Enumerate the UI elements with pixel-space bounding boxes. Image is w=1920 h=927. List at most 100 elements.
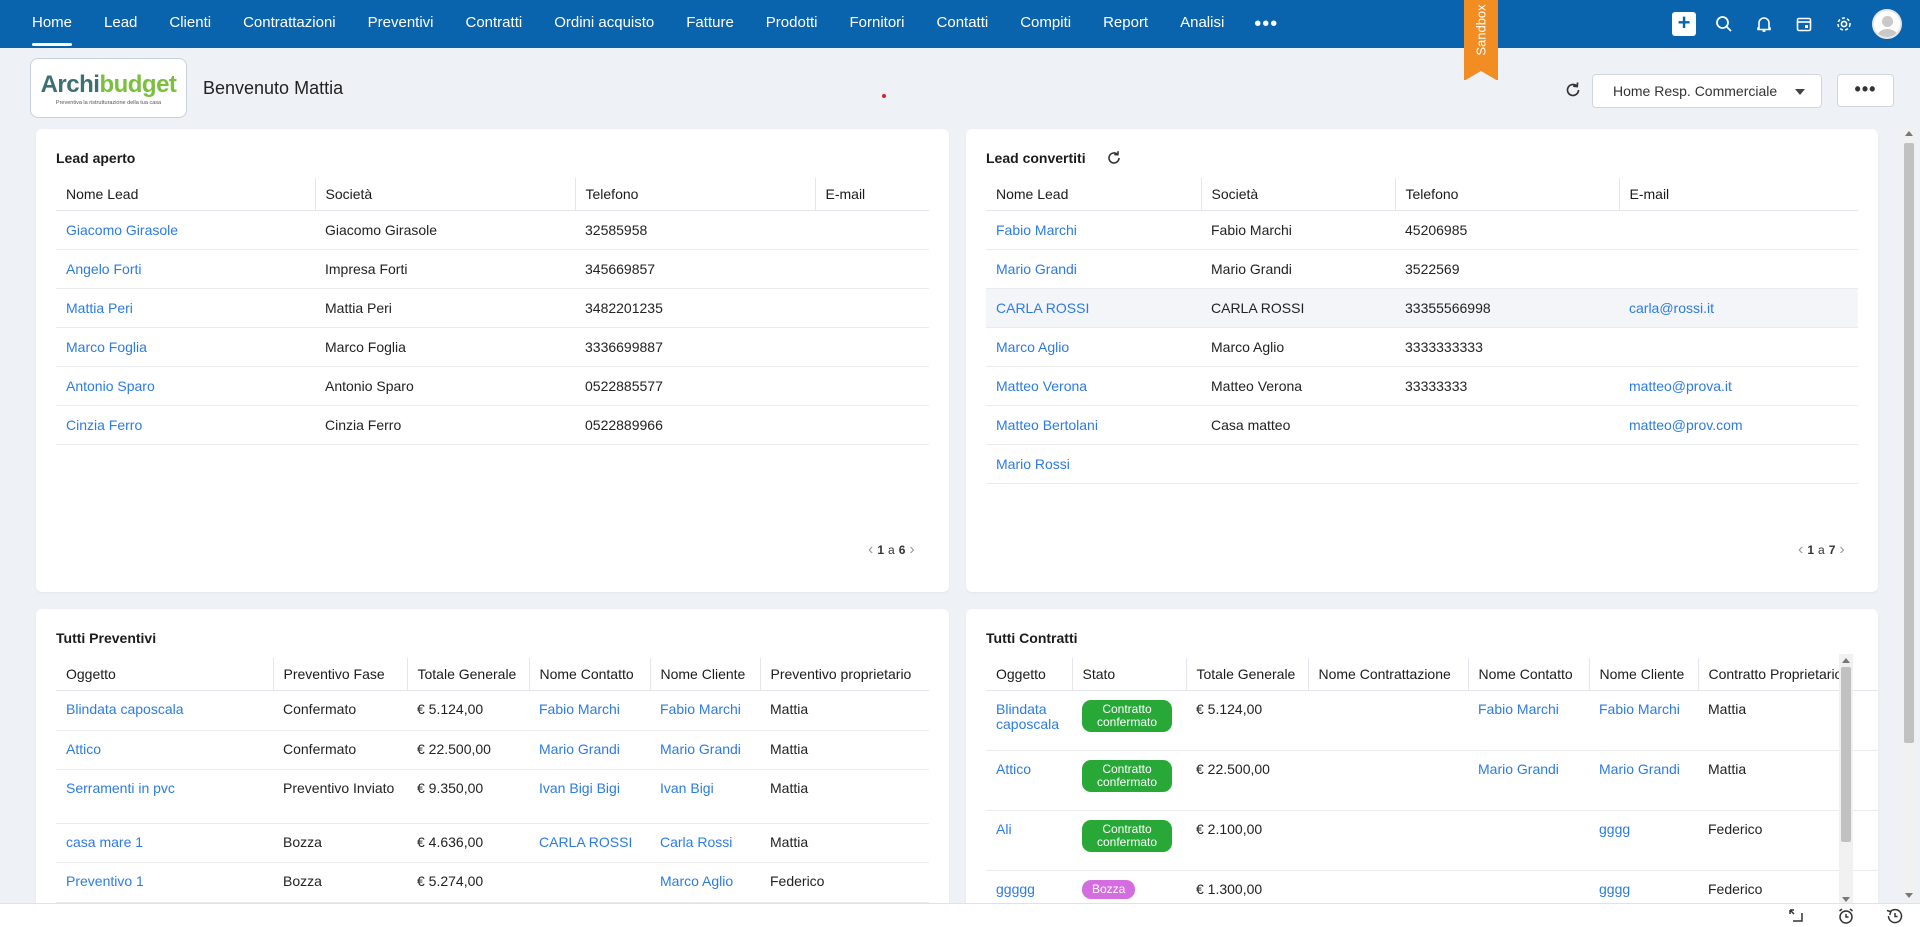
- column-header-nome-lead[interactable]: Nome Lead: [986, 178, 1202, 211]
- cell-e-mail[interactable]: carla@rossi.it: [1619, 288, 1858, 328]
- table-row[interactable]: Fabio Marchi Fabio Marchi 45206985: [986, 210, 1858, 250]
- column-header-preventivo-proprietario[interactable]: Preventivo proprietario: [760, 658, 929, 691]
- recent-items-icon[interactable]: [1785, 906, 1807, 926]
- column-header-nome-contrattazione[interactable]: Nome Contrattazione: [1308, 658, 1469, 691]
- cell-nome-lead[interactable]: Giacomo Girasole: [56, 210, 315, 250]
- refresh-icon[interactable]: [1105, 149, 1123, 167]
- scrollbar-thumb[interactable]: [1841, 667, 1851, 842]
- tab-prodotti[interactable]: Prodotti: [765, 14, 818, 31]
- sandbox-ribbon[interactable]: Sandbox: [1464, 0, 1498, 81]
- more-tabs-button[interactable]: •••: [1254, 13, 1279, 35]
- cell-oggetto[interactable]: Blindata caposcala: [56, 690, 273, 731]
- scroll-down-icon[interactable]: [1842, 897, 1850, 902]
- cell-nome-contatto[interactable]: Fabio Marchi: [1468, 690, 1589, 751]
- tab-clienti[interactable]: Clienti: [169, 14, 212, 31]
- cell-nome-cliente[interactable]: gggg: [1589, 870, 1698, 909]
- search-button[interactable]: [1704, 0, 1744, 48]
- table-row[interactable]: Serramenti in pvc Preventivo Inviato € 9.3…: [56, 769, 929, 824]
- table-row[interactable]: casa mare 1 Bozza € 4.636,00 CARLA ROSSI Car…: [56, 823, 929, 863]
- chevron-left-icon[interactable]: ‹: [1798, 541, 1804, 558]
- cell-nome-cliente[interactable]: Marco Aglio: [650, 862, 760, 903]
- dashboard-select[interactable]: Home Resp. Commerciale: [1592, 74, 1822, 108]
- column-header-nome-cliente[interactable]: Nome Cliente: [650, 658, 761, 691]
- cell-oggetto[interactable]: Preventivo 1: [56, 862, 273, 903]
- calendar-button[interactable]: [1784, 0, 1824, 48]
- avatar[interactable]: [1872, 9, 1902, 39]
- table-row[interactable]: Marco Foglia Marco Foglia 3336699887: [56, 327, 929, 367]
- table-row[interactable]: Mattia Peri Mattia Peri 3482201235: [56, 288, 929, 328]
- column-header-nome-contatto[interactable]: Nome Contatto: [1468, 658, 1590, 691]
- table-row[interactable]: Blindata caposcala Contratto confermato € …: [986, 690, 1878, 751]
- tab-lead[interactable]: Lead: [104, 14, 138, 31]
- cell-nome-lead[interactable]: Mario Rossi: [986, 444, 1201, 484]
- cell-nome-cliente[interactable]: Mario Grandi: [650, 730, 760, 770]
- tab-ordini-acquisto[interactable]: Ordini acquisto: [554, 14, 655, 31]
- cell-nome-contatto[interactable]: Mario Grandi: [529, 730, 650, 770]
- cell-nome-contatto[interactable]: Mario Grandi: [1468, 750, 1589, 811]
- cell-oggetto[interactable]: Ali: [986, 810, 1072, 871]
- contratti-scrollbar[interactable]: [1839, 654, 1853, 906]
- tab-compiti[interactable]: Compiti: [1020, 14, 1072, 31]
- tab-preventivi[interactable]: Preventivi: [367, 14, 434, 31]
- cell-e-mail[interactable]: matteo@prova.it: [1619, 366, 1858, 406]
- tab-contratti[interactable]: Contratti: [465, 14, 523, 31]
- settings-button[interactable]: [1824, 0, 1864, 48]
- refresh-dashboard-icon[interactable]: [1563, 80, 1583, 100]
- column-header-nome-contatto[interactable]: Nome Contatto: [529, 658, 651, 691]
- cell-oggetto[interactable]: casa mare 1: [56, 823, 273, 863]
- cell-oggetto[interactable]: Attico: [56, 730, 273, 770]
- tab-analisi[interactable]: Analisi: [1180, 14, 1225, 31]
- table-row[interactable]: Giacomo Girasole Giacomo Girasole 32585958: [56, 210, 929, 250]
- table-row[interactable]: Angelo Forti Impresa Forti 345669857: [56, 249, 929, 289]
- notifications-button[interactable]: [1744, 0, 1784, 48]
- table-row[interactable]: Cinzia Ferro Cinzia Ferro 0522889966: [56, 405, 929, 445]
- cell-nome-cliente[interactable]: Fabio Marchi: [650, 690, 760, 731]
- table-row[interactable]: Marco Aglio Marco Aglio 3333333333: [986, 327, 1858, 367]
- column-header-societ[interactable]: Società: [315, 178, 576, 211]
- tab-home[interactable]: Home: [16, 0, 88, 48]
- table-row[interactable]: Preventivo 1 Bozza € 5.274,00 Marco Aglio Fe…: [56, 862, 929, 903]
- cell-nome-cliente[interactable]: gggg: [1589, 810, 1698, 871]
- cell-nome-lead[interactable]: Marco Aglio: [986, 327, 1201, 367]
- chevron-left-icon[interactable]: ‹: [868, 541, 874, 558]
- column-header-societ[interactable]: Società: [1201, 178, 1396, 211]
- table-row[interactable]: Attico Confermato € 22.500,00 Mario Grandi M…: [56, 730, 929, 770]
- tab-contatti[interactable]: Contatti: [936, 14, 989, 31]
- cell-nome-contatto[interactable]: Ivan Bigi Bigi: [529, 769, 650, 824]
- table-row[interactable]: Matteo Bertolani Casa matteo matteo@prov.c…: [986, 405, 1858, 445]
- column-header-oggetto[interactable]: Oggetto: [986, 658, 1073, 691]
- tab-fatture[interactable]: Fatture: [686, 14, 734, 31]
- cell-nome-lead[interactable]: Mario Grandi: [986, 249, 1201, 289]
- cell-nome-lead[interactable]: Cinzia Ferro: [56, 405, 315, 445]
- column-header-nome-cliente[interactable]: Nome Cliente: [1589, 658, 1699, 691]
- dashboard-more-button[interactable]: •••: [1837, 74, 1894, 107]
- cell-nome-lead[interactable]: Angelo Forti: [56, 249, 315, 289]
- table-row[interactable]: CARLA ROSSI CARLA ROSSI 33355566998 carla@r…: [986, 288, 1858, 328]
- column-header-totale-generale[interactable]: Totale Generale: [1186, 658, 1309, 691]
- column-header-stato[interactable]: Stato: [1072, 658, 1187, 691]
- cell-nome-lead[interactable]: Marco Foglia: [56, 327, 315, 367]
- scroll-down-icon[interactable]: [1905, 893, 1913, 898]
- scroll-up-icon[interactable]: [1905, 131, 1913, 136]
- cell-nome-cliente[interactable]: Mario Grandi: [1589, 750, 1698, 811]
- cell-oggetto[interactable]: ggggg: [986, 870, 1072, 909]
- cell-nome-contatto[interactable]: CARLA ROSSI: [529, 823, 650, 863]
- table-row[interactable]: Mario Rossi: [986, 444, 1858, 484]
- column-header-nome-lead[interactable]: Nome Lead: [56, 178, 316, 211]
- column-header-telefono[interactable]: Telefono: [1395, 178, 1620, 211]
- cell-nome-cliente[interactable]: Carla Rossi: [650, 823, 760, 863]
- cell-nome-lead[interactable]: Mattia Peri: [56, 288, 315, 328]
- column-header-preventivo-fase[interactable]: Preventivo Fase: [273, 658, 408, 691]
- scroll-up-icon[interactable]: [1842, 658, 1850, 663]
- table-row[interactable]: Mario Grandi Mario Grandi 3522569: [986, 249, 1858, 289]
- table-row[interactable]: Blindata caposcala Confermato € 5.124,00 Fa…: [56, 690, 929, 731]
- column-header-telefono[interactable]: Telefono: [575, 178, 816, 211]
- scrollbar-thumb[interactable]: [1904, 143, 1914, 743]
- chevron-right-icon[interactable]: ›: [909, 541, 915, 558]
- column-header-totale-generale[interactable]: Totale Generale: [407, 658, 530, 691]
- column-header-oggetto[interactable]: Oggetto: [56, 658, 274, 691]
- cell-nome-cliente[interactable]: Fabio Marchi: [1589, 690, 1698, 751]
- column-header-e-mail[interactable]: E-mail: [1619, 178, 1858, 211]
- table-row[interactable]: Ali Contratto confermato € 2.100,00 gggg Fed…: [986, 810, 1878, 871]
- cell-oggetto[interactable]: Attico: [986, 750, 1072, 811]
